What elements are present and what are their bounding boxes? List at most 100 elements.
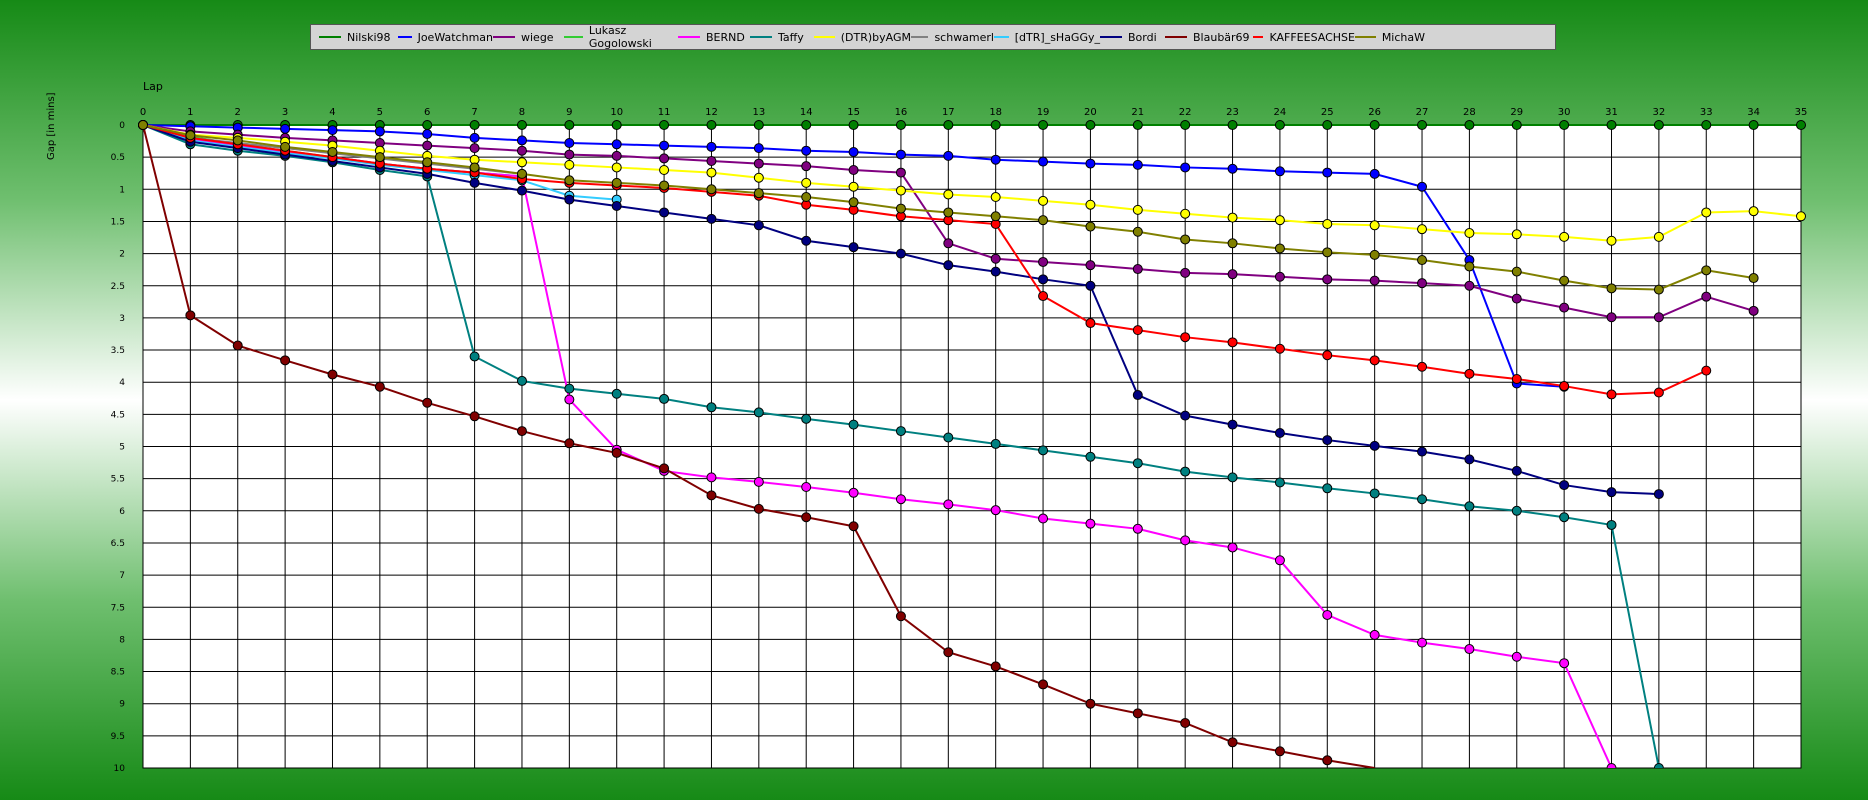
data-point	[1180, 332, 1191, 343]
data-point	[1274, 243, 1285, 254]
x-tick-label: 5	[377, 107, 383, 118]
data-point	[1085, 318, 1096, 329]
data-point	[280, 141, 291, 152]
x-tick-label: 18	[989, 107, 1002, 118]
data-point	[706, 472, 717, 483]
data-point	[374, 152, 385, 163]
data-point	[1369, 168, 1380, 179]
data-point	[706, 213, 717, 224]
data-point	[1085, 451, 1096, 462]
x-tick-label: 35	[1795, 107, 1808, 118]
data-point	[516, 120, 527, 130]
legend-swatch	[1100, 36, 1122, 38]
data-point	[1559, 275, 1570, 286]
data-point	[1464, 454, 1475, 465]
legend-label: MichaW	[1381, 30, 1425, 44]
data-point	[1464, 120, 1475, 130]
data-point	[801, 512, 812, 523]
x-tick-label: 29	[1510, 107, 1523, 118]
data-point	[1227, 163, 1238, 174]
data-point	[1369, 249, 1380, 260]
x-tick-label: 10	[610, 107, 623, 118]
data-point	[659, 393, 670, 404]
legend-swatch	[911, 36, 929, 38]
data-point	[1180, 120, 1191, 130]
data-point	[1653, 284, 1664, 295]
x-tick-label: 23	[1226, 107, 1239, 118]
y-axis-label: Gap [in mins]	[46, 92, 57, 160]
data-point	[185, 310, 196, 321]
series-line	[142, 124, 1802, 242]
data-point	[1606, 120, 1617, 130]
data-point	[990, 661, 1001, 672]
legend-label: [dTR]_sHaGGy_	[1014, 30, 1100, 44]
legend-label: Lukasz Gogolowski	[588, 24, 652, 50]
data-point	[1132, 708, 1143, 719]
data-point	[1038, 120, 1049, 130]
y-tick-label: 0.5	[111, 153, 125, 163]
data-point	[1559, 231, 1570, 242]
legend-item: Nilski98	[319, 31, 398, 44]
data-point	[469, 351, 480, 362]
data-point	[1180, 466, 1191, 477]
data-point	[374, 126, 385, 137]
data-point	[659, 120, 670, 130]
data-point	[1511, 120, 1522, 130]
data-point	[990, 253, 1001, 264]
data-point	[1796, 120, 1806, 130]
y-tick-label: 7	[119, 571, 125, 581]
data-point	[1369, 220, 1380, 231]
y-tick-label: 5	[119, 443, 125, 453]
x-tick-label: 8	[519, 107, 525, 118]
series-line	[142, 124, 1707, 396]
x-tick-label: 14	[800, 107, 813, 118]
data-point	[1701, 291, 1712, 302]
data-point	[1038, 256, 1049, 267]
data-point	[564, 383, 575, 394]
data-point	[564, 159, 575, 170]
data-point	[1322, 609, 1333, 620]
x-tick-label: 0	[140, 107, 146, 118]
x-tick-label: 30	[1558, 107, 1571, 118]
data-point	[1559, 658, 1570, 669]
data-point	[706, 167, 717, 178]
x-tick-label: 9	[566, 107, 572, 118]
data-point	[895, 248, 906, 259]
data-point	[990, 438, 1001, 449]
data-point	[1748, 206, 1759, 217]
data-point	[1132, 523, 1143, 534]
x-tick-label: 32	[1653, 107, 1666, 118]
x-tick-label: 20	[1084, 107, 1097, 118]
x-tick-label: 33	[1700, 107, 1713, 118]
data-point	[1274, 166, 1285, 177]
data-point	[1417, 361, 1428, 372]
data-point	[138, 120, 148, 130]
data-point	[1180, 535, 1191, 546]
data-point	[1369, 629, 1380, 640]
legend-swatch	[493, 36, 515, 38]
x-tick-label: 15	[847, 107, 860, 118]
data-point	[1085, 221, 1096, 232]
data-point	[1606, 389, 1617, 400]
y-tick-label: 4.5	[111, 410, 125, 420]
data-point	[943, 207, 954, 218]
data-point	[564, 438, 575, 449]
data-point	[564, 138, 575, 149]
data-point	[895, 149, 906, 160]
data-point	[753, 120, 764, 130]
data-point	[801, 235, 812, 246]
data-point	[659, 463, 670, 474]
data-point	[706, 184, 717, 195]
legend-swatch	[1165, 36, 1187, 38]
data-point	[1748, 120, 1759, 130]
x-tick-label: 16	[895, 107, 908, 118]
data-point	[564, 194, 575, 205]
data-point	[1322, 755, 1333, 766]
data-point	[1559, 381, 1570, 392]
data-point	[1132, 120, 1143, 130]
y-tick-label: 6.5	[111, 539, 125, 549]
data-point	[611, 447, 622, 458]
data-point	[848, 419, 859, 430]
data-point	[659, 140, 670, 151]
data-point	[659, 180, 670, 191]
